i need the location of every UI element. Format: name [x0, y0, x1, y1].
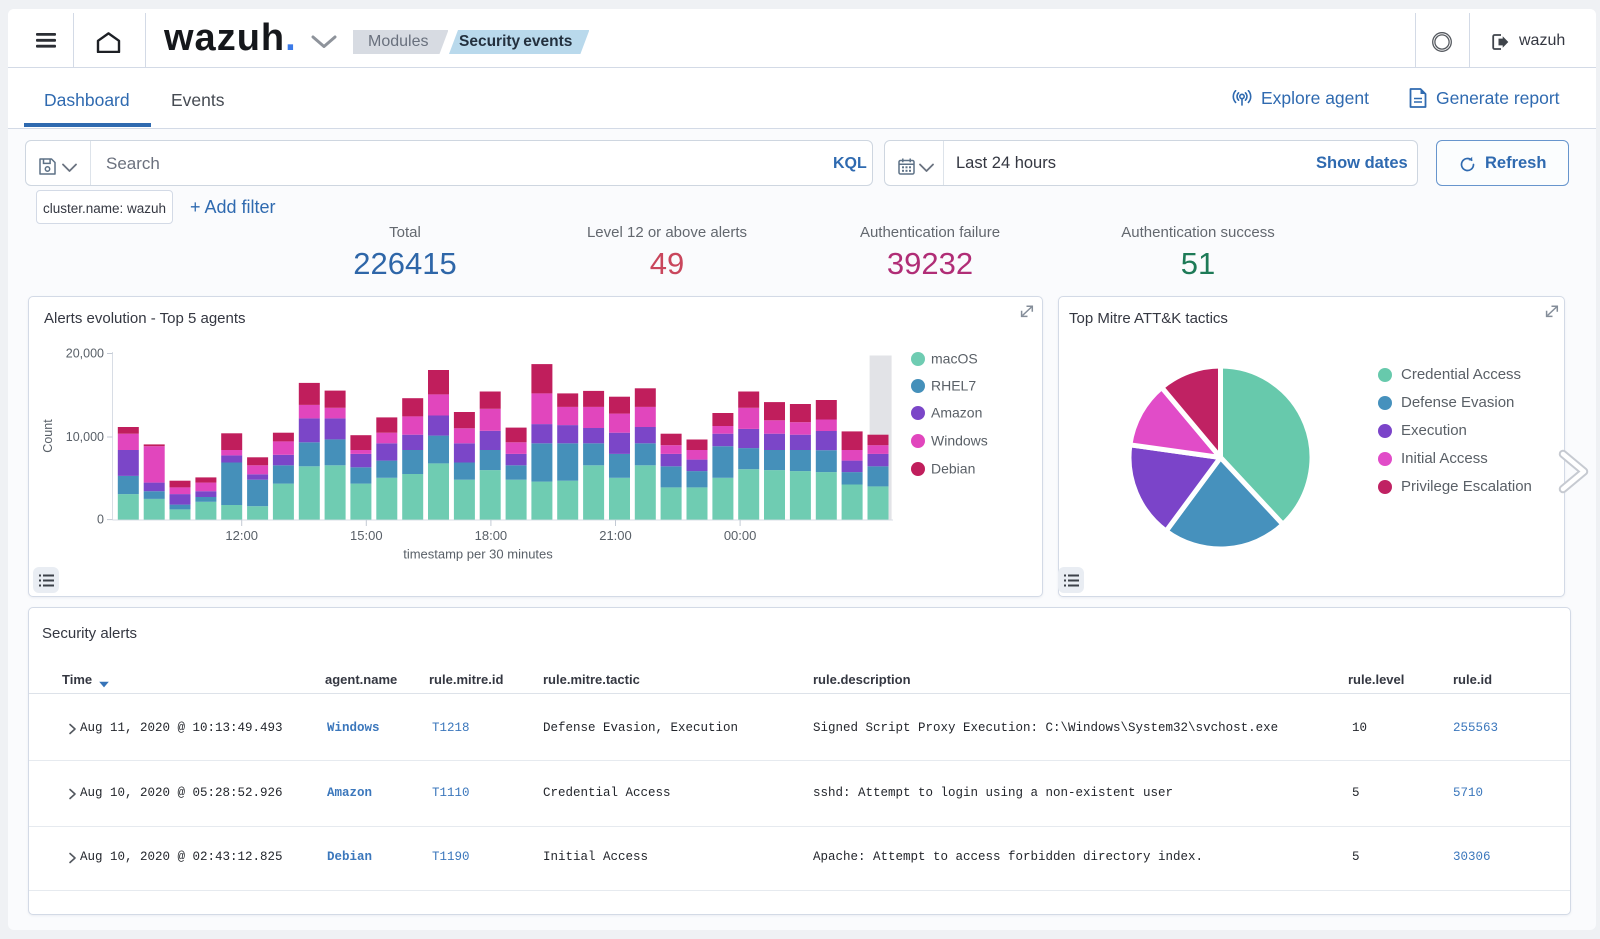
svg-text:0: 0	[97, 513, 104, 527]
svg-text:15:00: 15:00	[350, 528, 383, 543]
svg-text:12:00: 12:00	[225, 528, 258, 543]
svg-text:Count: Count	[41, 419, 55, 453]
svg-text:timestamp per 30 minutes: timestamp per 30 minutes	[403, 547, 553, 562]
svg-text:21:00: 21:00	[599, 528, 632, 543]
svg-text:18:00: 18:00	[475, 528, 508, 543]
svg-text:00:00: 00:00	[724, 528, 757, 543]
svg-text:10,000: 10,000	[66, 430, 104, 444]
svg-text:20,000: 20,000	[66, 347, 104, 361]
